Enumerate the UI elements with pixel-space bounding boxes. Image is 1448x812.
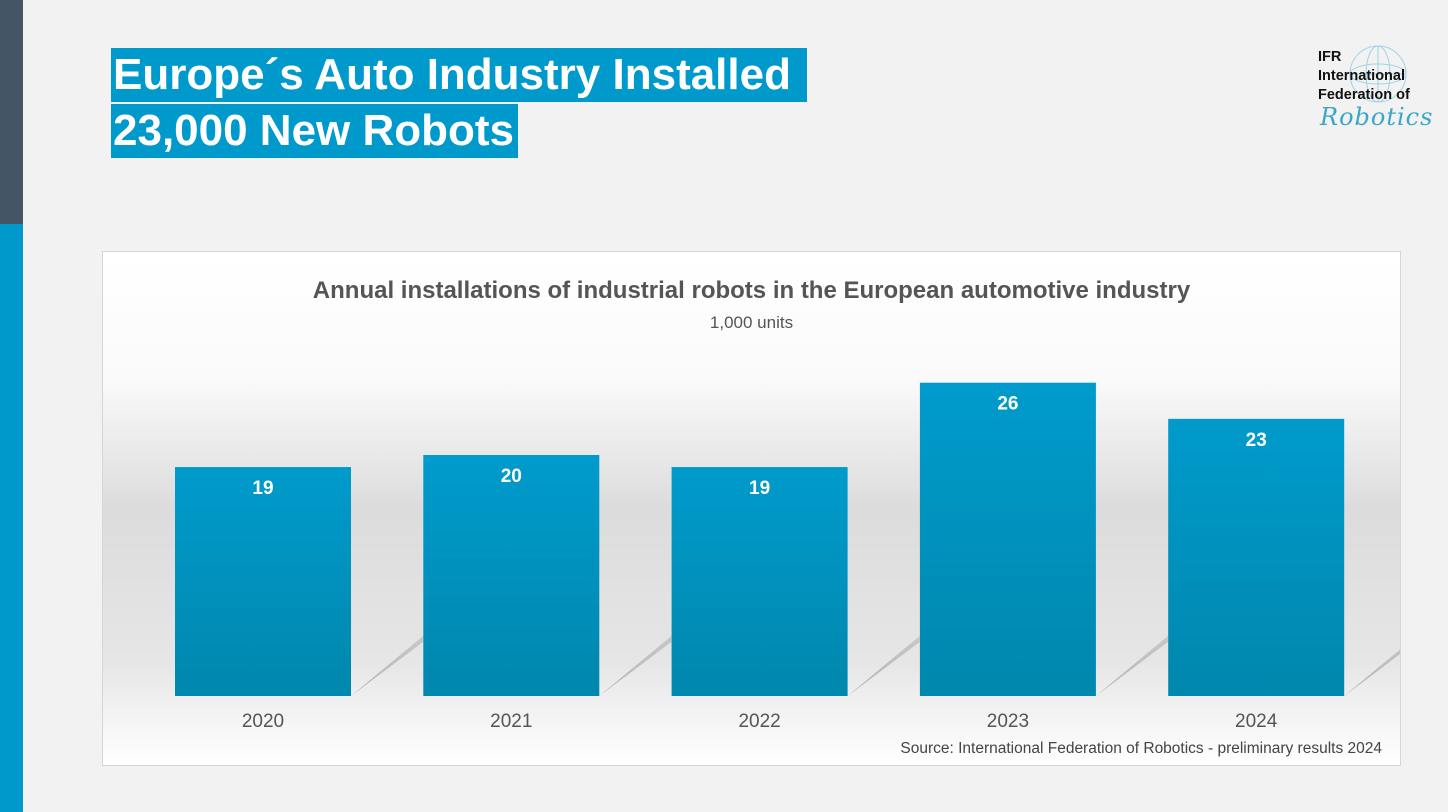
x-tick-label: 2023 xyxy=(987,711,1029,732)
bar-2023 xyxy=(919,382,1096,696)
logo-text-international: International xyxy=(1318,68,1406,84)
bar-2022 xyxy=(671,467,848,696)
chart-source: Source: International Federation of Robo… xyxy=(900,740,1382,757)
x-tick-label: 2022 xyxy=(738,711,780,732)
logo-text-ifr: IFR xyxy=(1318,49,1342,65)
chart-title: Annual installations of industrial robot… xyxy=(312,277,1191,304)
data-label: 20 xyxy=(501,466,522,487)
bar-shadow xyxy=(351,636,423,696)
logo-text-federation: Federation of xyxy=(1318,87,1410,103)
x-tick-label: 2020 xyxy=(242,711,284,732)
bar-shadow xyxy=(1095,636,1168,696)
bar-2020 xyxy=(175,467,351,696)
x-tick-label: 2024 xyxy=(1235,711,1278,732)
logo-text-robotics: Robotics xyxy=(1320,103,1434,131)
chart-subtitle: 1,000 units xyxy=(709,313,794,332)
chart-panel: Annual installations of industrial robot… xyxy=(102,251,1401,766)
x-tick-label: 2021 xyxy=(490,711,532,732)
ifr-logo: IFR International Federation of Robotics xyxy=(1318,45,1448,131)
bar-shadow xyxy=(1344,649,1400,696)
bar-2021 xyxy=(423,455,600,696)
bar-shadow xyxy=(847,636,920,696)
slide-title-line2: 23,000 New Robots xyxy=(111,104,519,158)
data-label: 19 xyxy=(749,478,770,499)
data-label: 26 xyxy=(997,394,1018,415)
bar-2024 xyxy=(1168,418,1345,696)
slide-title-line1: Europe´s Auto Industry Installed xyxy=(111,48,808,102)
sidebar-accent-blue xyxy=(0,224,23,812)
bar-shadow xyxy=(599,636,672,696)
sidebar-accent-dark xyxy=(0,0,23,224)
data-label: 19 xyxy=(252,478,273,499)
data-label: 23 xyxy=(1246,430,1267,451)
globe-icon xyxy=(1349,45,1407,103)
